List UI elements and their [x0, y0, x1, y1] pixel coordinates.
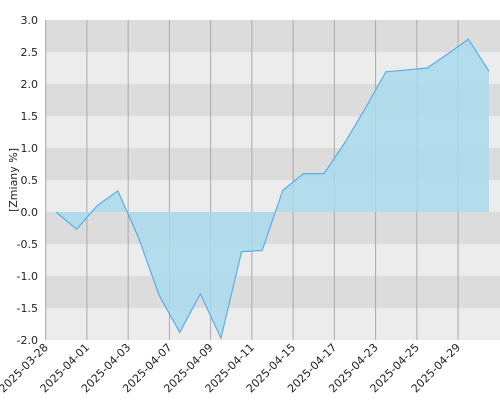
y-tick-label: 3.0	[21, 14, 39, 27]
y-tick-label: 0.0	[21, 206, 39, 219]
grid-band	[45, 276, 500, 308]
y-tick-label: -1.5	[17, 302, 38, 315]
y-axis-label: [Zmiany %]	[7, 148, 20, 212]
grid-band	[45, 244, 500, 276]
y-tick-label: -1.0	[17, 270, 38, 283]
y-tick-label: -0.5	[17, 238, 38, 251]
area	[56, 39, 489, 339]
grid-band	[45, 308, 500, 340]
grid-band	[45, 20, 500, 52]
y-tick-label: 2.5	[21, 46, 39, 59]
y-tick-label: 1.0	[21, 142, 39, 155]
y-tick-label: 0.5	[21, 174, 39, 187]
y-tick-label: -2.0	[17, 334, 38, 347]
y-tick-label: 1.5	[21, 110, 39, 123]
line	[55, 38, 490, 340]
y-tick-label: 2.0	[21, 78, 39, 91]
